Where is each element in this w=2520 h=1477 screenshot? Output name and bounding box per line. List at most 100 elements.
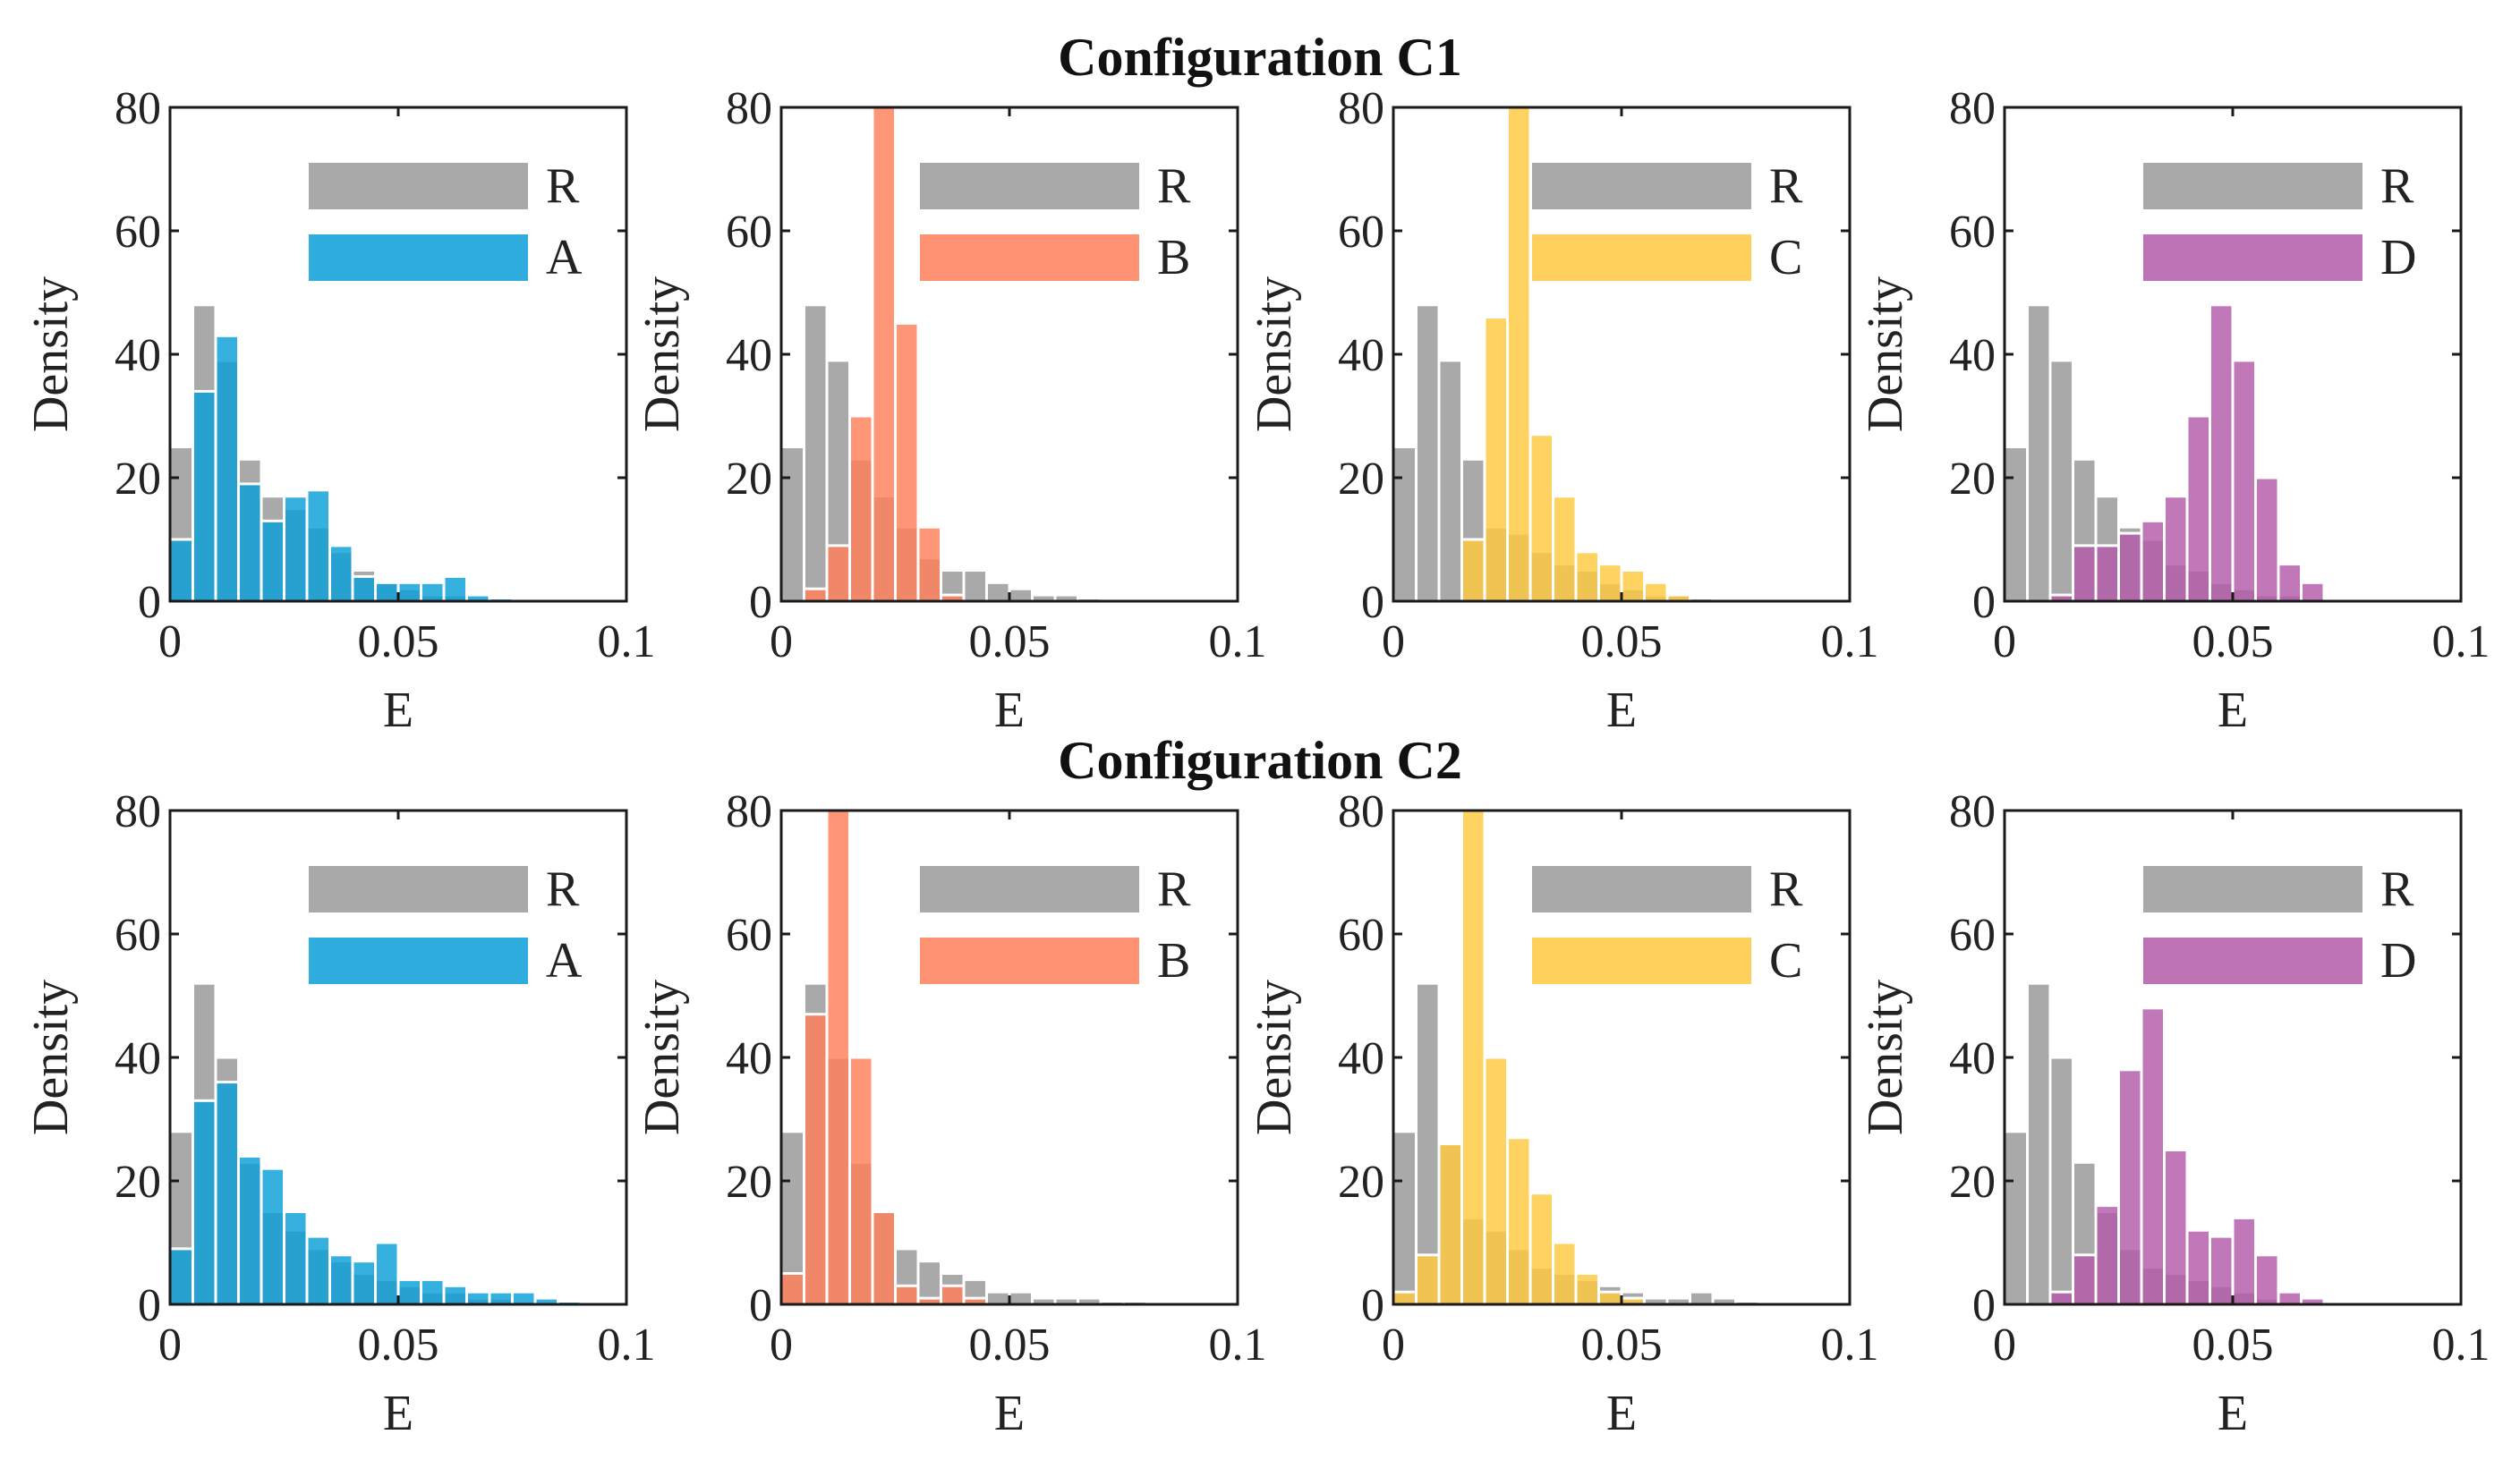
bar-R-1 — [1415, 303, 1441, 603]
bar-R-2 — [2048, 1056, 2074, 1306]
chart-c2-D: 0 20 40 60 80 0 0.05 0.1 E Density RD — [1858, 786, 2490, 1441]
bar-D-2 — [2048, 1290, 2074, 1306]
bar-C-5 — [1506, 1136, 1532, 1306]
x-axis-label: E — [1606, 1386, 1637, 1441]
bar-A-10 — [396, 581, 422, 603]
chart-c2-C: 0 20 40 60 80 0 0.05 0.1 E Density RC — [1247, 786, 1879, 1441]
bar-B-1 — [803, 587, 829, 603]
bar-B-7 — [940, 1284, 966, 1306]
legend-label-R: R — [2380, 862, 2414, 917]
legend-swatch-R — [1532, 163, 1751, 209]
bar-R-0 — [2003, 1130, 2029, 1306]
legend-swatch-R — [920, 866, 1139, 913]
bar-C-10 — [1620, 569, 1646, 603]
y-tick-label: 20 — [1949, 454, 1996, 505]
legend-label-R: R — [1769, 158, 1803, 214]
legend-label-R: R — [546, 158, 580, 214]
bar-C-6 — [1528, 1192, 1554, 1306]
y-tick-label: 60 — [1949, 207, 1996, 258]
x-tick-label: 0.1 — [2432, 616, 2490, 667]
bar-R-0 — [1392, 1130, 1418, 1306]
y-axis-label: Density — [1247, 276, 1302, 432]
bars-c2-A — [168, 981, 583, 1306]
y-tick-label: 20 — [1338, 1157, 1384, 1208]
bars-c2-B — [779, 809, 1171, 1306]
bar-B-4 — [871, 1210, 897, 1306]
bar-D-3 — [2072, 544, 2098, 603]
bar-D-13 — [2300, 581, 2326, 603]
x-tick-label: 0.1 — [2432, 1320, 2490, 1371]
bar-D-3 — [2072, 1253, 2098, 1306]
bars-c2-C — [1392, 809, 1783, 1306]
y-tick-label: 80 — [115, 786, 161, 837]
y-tick-label: 20 — [115, 1157, 161, 1208]
x-tick-label: 0 — [1382, 616, 1405, 667]
y-tick-label: 0 — [1972, 1280, 1996, 1331]
bar-A-0 — [168, 538, 194, 603]
legend: RC — [1532, 862, 1803, 989]
x-tick-label: 0.05 — [969, 616, 1051, 667]
legend-swatch-C — [1532, 938, 1751, 984]
y-axis-label: Density — [1247, 980, 1302, 1135]
bar-R-9 — [985, 1290, 1011, 1306]
legend: RB — [920, 158, 1191, 285]
bar-B-3 — [848, 414, 874, 603]
bar-D-4 — [2094, 1204, 2120, 1306]
legend-swatch-R — [2143, 163, 2362, 209]
legend-swatch-R — [2143, 866, 2362, 913]
legend-label-R: R — [1157, 862, 1191, 917]
x-axis-label: E — [2218, 1386, 2248, 1441]
x-tick-label: 0 — [158, 616, 182, 667]
bar-A-13 — [465, 1290, 491, 1306]
bar-C-0 — [1392, 1290, 1418, 1306]
bar-C-7 — [1552, 495, 1578, 603]
bar-D-11 — [2254, 476, 2280, 603]
x-tick-label: 0 — [1382, 1320, 1405, 1371]
y-tick-label: 80 — [1338, 786, 1384, 837]
x-tick-label: 0 — [158, 1320, 182, 1371]
bar-R-10 — [1008, 587, 1034, 603]
bar-D-8 — [2185, 414, 2211, 603]
y-tick-label: 0 — [1361, 1280, 1384, 1331]
row-title-c2: Configuration C2 — [1058, 731, 1462, 790]
legend-label-A: A — [546, 933, 583, 989]
chart-c1-B: 0 20 40 60 80 0 0.05 0.1 E Density RB — [634, 83, 1267, 738]
legend-label-D: D — [2380, 230, 2416, 285]
y-tick-label: 0 — [749, 577, 772, 628]
y-tick-label: 20 — [115, 454, 161, 505]
bar-A-15 — [511, 1290, 537, 1306]
bar-A-4 — [260, 1167, 285, 1306]
x-tick-label: 0 — [1993, 1320, 2016, 1371]
bar-B-5 — [894, 1284, 920, 1306]
bar-R-0 — [2003, 446, 2029, 603]
bar-B-4 — [871, 106, 897, 603]
bar-R-2 — [2048, 359, 2074, 603]
bar-A-1 — [192, 1099, 217, 1306]
legend: RA — [309, 158, 583, 285]
legend-swatch-B — [920, 938, 1139, 984]
x-tick-label: 0.05 — [2192, 1320, 2274, 1371]
bar-R-1 — [2026, 981, 2052, 1306]
legend-label-R: R — [1769, 862, 1803, 917]
bar-A-8 — [351, 1260, 377, 1306]
bar-D-5 — [2117, 1068, 2143, 1306]
bar-A-10 — [396, 1278, 422, 1306]
legend-swatch-C — [1532, 234, 1751, 281]
bars-c2-D — [2003, 981, 2371, 1306]
x-axis-label: E — [383, 1386, 413, 1441]
y-tick-label: 0 — [138, 577, 161, 628]
bar-A-6 — [305, 488, 331, 603]
x-axis-label: E — [1606, 683, 1637, 738]
bar-C-7 — [1552, 1241, 1578, 1306]
bar-A-2 — [214, 334, 240, 603]
y-tick-label: 40 — [1338, 1033, 1384, 1084]
x-tick-label: 0.1 — [1821, 1320, 1879, 1371]
y-tick-label: 20 — [1338, 454, 1384, 505]
x-tick-label: 0.1 — [1209, 616, 1267, 667]
legend-label-R: R — [2380, 158, 2414, 214]
bar-D-12 — [2277, 1290, 2303, 1306]
y-tick-label: 60 — [1949, 910, 1996, 961]
legend-label-C: C — [1769, 933, 1802, 989]
bar-A-14 — [488, 1290, 514, 1306]
